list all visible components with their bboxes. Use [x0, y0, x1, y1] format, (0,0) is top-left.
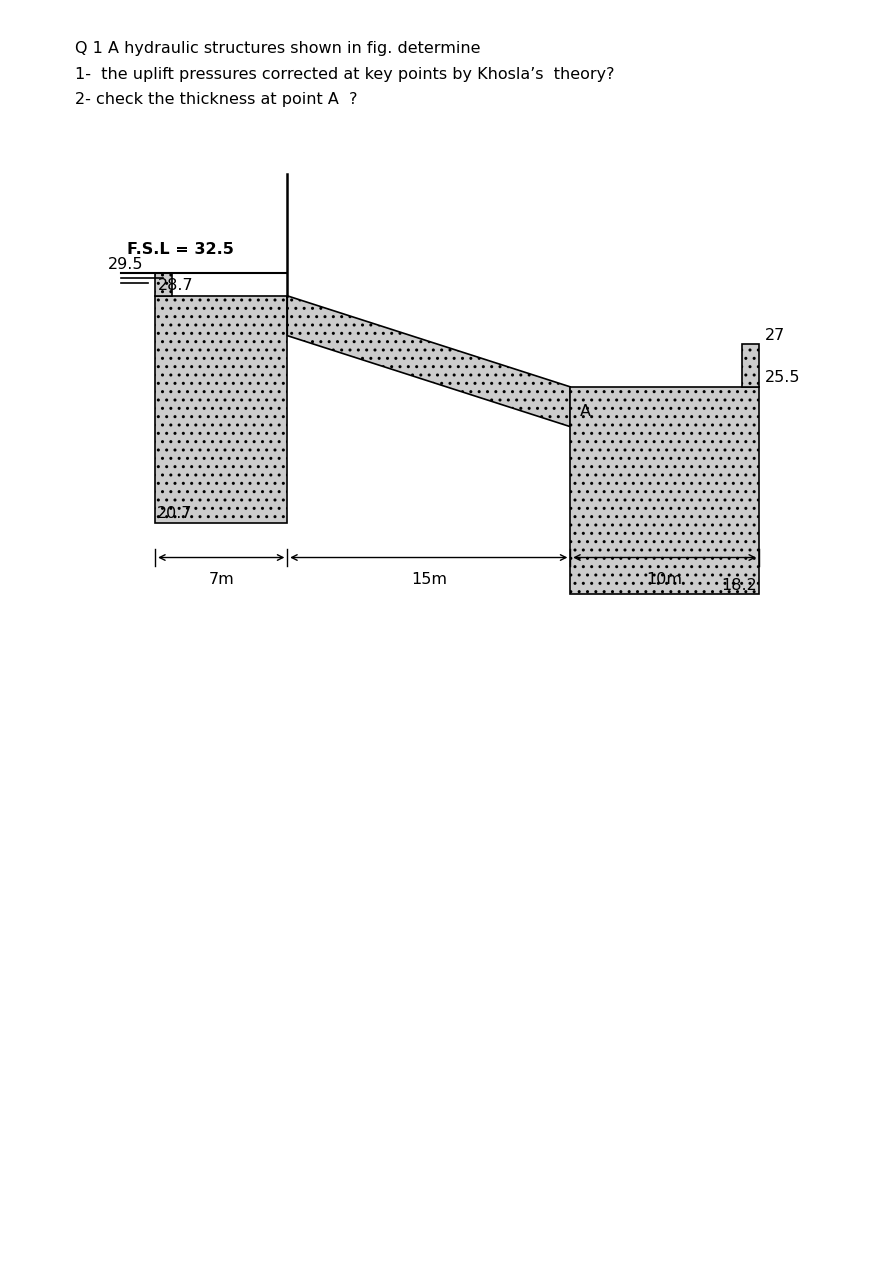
Text: A: A [579, 404, 590, 419]
Polygon shape [287, 296, 570, 426]
Text: 28.7: 28.7 [158, 278, 193, 293]
Text: 1-  the uplift pressures corrected at key points by Khosla’s  theory?: 1- the uplift pressures corrected at key… [75, 67, 614, 82]
Text: 25.5: 25.5 [764, 370, 799, 385]
Text: F.S.L = 32.5: F.S.L = 32.5 [126, 242, 234, 257]
Text: 10m: 10m [646, 572, 682, 586]
Text: 2- check the thickness at point A  ?: 2- check the thickness at point A ? [75, 92, 356, 108]
Bar [570, 387, 758, 594]
Bar [741, 344, 758, 387]
Text: 15m: 15m [410, 572, 446, 586]
Text: 18.2: 18.2 [721, 579, 756, 593]
Text: Q 1 A hydraulic structures shown in fig. determine: Q 1 A hydraulic structures shown in fig.… [75, 41, 479, 56]
Text: 27: 27 [764, 328, 784, 343]
Bar [155, 273, 172, 296]
Text: 20.7: 20.7 [157, 506, 192, 521]
Text: 7m: 7m [208, 572, 234, 586]
Bar [155, 296, 287, 524]
Text: 29.5: 29.5 [108, 257, 143, 271]
